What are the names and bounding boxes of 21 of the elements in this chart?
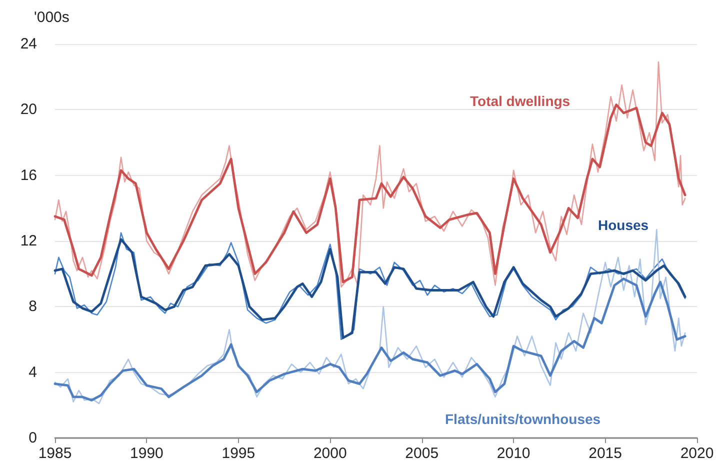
y-tick-label: 0 [28,430,37,446]
line-series [54,278,686,402]
y-tick-label: 16 [20,166,37,184]
x-tick-label: 1985 [38,445,72,462]
x-tick-label: 2015 [588,445,622,462]
y-tick-label: 8 [28,298,37,316]
text: Houses [598,217,649,233]
text: Flats/units/townhouses [445,411,601,427]
x-tick-label: 2010 [496,445,530,462]
x-tick-label: 2000 [313,445,347,462]
x-tick-label: 2020 [680,445,714,462]
y-tick-label: 4 [28,364,37,381]
y-axis-title: '000s [34,9,70,26]
y-tick-label: 20 [20,101,37,118]
x-tick-label: 2005 [405,445,439,462]
y-tick-label: 12 [20,232,37,250]
line-series [54,228,686,404]
text: Total dwellings [470,93,570,109]
y-tick-label: 24 [20,36,37,52]
x-tick-label: 1995 [222,445,256,462]
x-tick-label: 1990 [130,445,164,462]
